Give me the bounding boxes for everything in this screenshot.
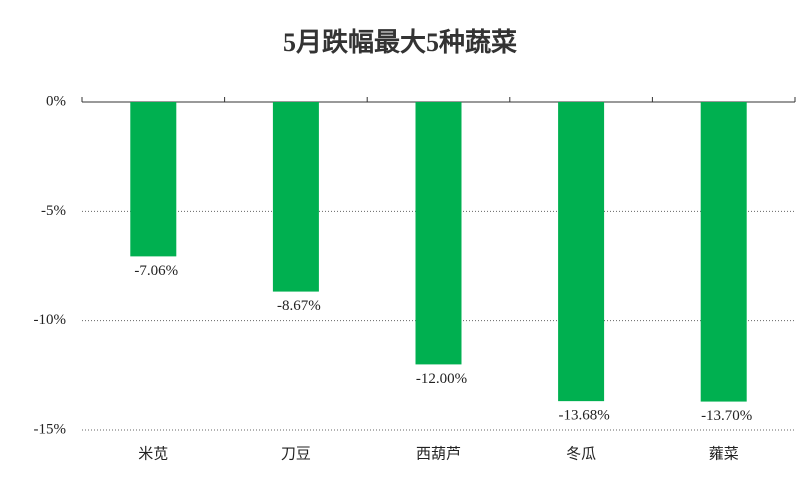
y-tick-label: -10% (34, 312, 67, 328)
x-tick-label: 蕹菜 (709, 445, 739, 462)
y-tick-label: -5% (41, 203, 66, 219)
y-tick-label: 0% (46, 93, 66, 109)
x-tick-label: 米苋 (138, 445, 168, 462)
data-label: -13.70% (701, 408, 752, 424)
data-label: -12.00% (416, 371, 467, 387)
bar (130, 102, 177, 257)
chart-title: 5月跌幅最大5种蔬菜 (283, 28, 517, 57)
bar (558, 102, 605, 402)
x-tick-label: 冬瓜 (566, 445, 596, 462)
data-label: -8.67% (277, 298, 321, 314)
data-label: -7.06% (134, 263, 178, 279)
bar (415, 102, 462, 365)
x-tick-label: 刀豆 (281, 446, 311, 462)
bar (700, 102, 747, 402)
data-label: -13.68% (558, 408, 609, 424)
bar (272, 102, 319, 292)
x-tick-label: 西葫芦 (416, 445, 461, 462)
y-tick-label: -15% (34, 421, 67, 437)
